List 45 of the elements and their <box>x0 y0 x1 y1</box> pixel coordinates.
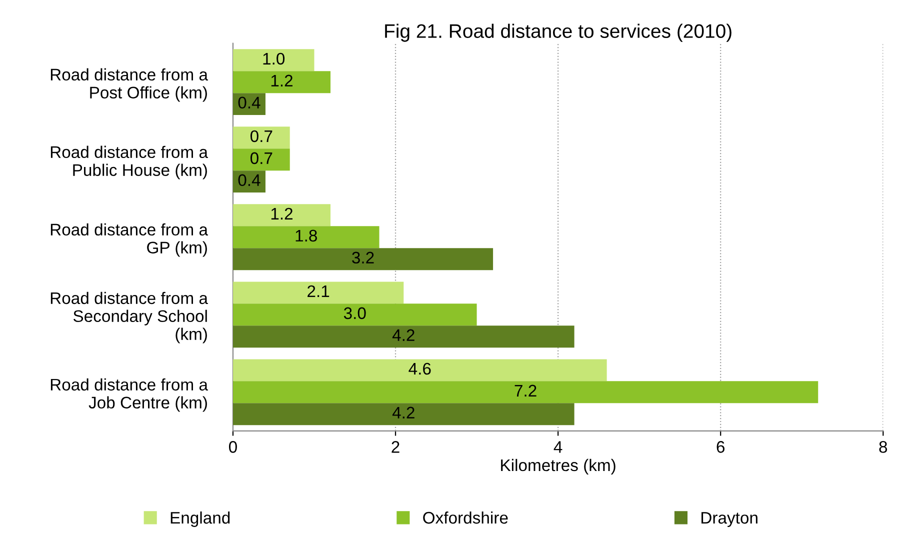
y-tick-label: Road distance from a Secondary School (km) <box>50 292 208 344</box>
data-label: 4.6 <box>408 362 431 375</box>
data-label: 2.1 <box>308 285 330 297</box>
bar <box>232 49 314 72</box>
data-label: 3.0 <box>344 307 366 320</box>
y-tick-label: Road distance from a Job Centre (km) <box>50 378 208 412</box>
y-tick-label: Road distance from a Public House (km) <box>50 146 208 180</box>
x-tick-label: 0 <box>228 441 237 453</box>
data-label: 1.0 <box>263 52 285 65</box>
legend-label: England <box>170 511 230 527</box>
x-tick-label: 8 <box>879 441 888 453</box>
legend-label: Drayton <box>702 512 758 527</box>
bar <box>232 403 574 426</box>
x-tick-label: 6 <box>716 441 724 453</box>
y-tick-label: Road distance from a GP (km) <box>50 223 208 257</box>
data-label: 7.2 <box>514 384 536 396</box>
x-tick-label: 4 <box>554 441 562 453</box>
data-label: 4.2 <box>392 329 414 341</box>
data-label: 0.4 <box>238 174 260 186</box>
bar <box>232 204 330 226</box>
bar <box>232 326 574 348</box>
bar <box>232 93 266 116</box>
bar <box>232 359 607 382</box>
bar <box>232 148 290 171</box>
bar <box>232 226 380 248</box>
data-label: 0.4 <box>238 96 260 109</box>
bar <box>232 170 266 193</box>
data-label: 3.2 <box>352 252 374 264</box>
x-tick-label: 2 <box>392 441 400 453</box>
bar <box>232 381 818 404</box>
chart-title: Fig 21. Road distance to services (2010) <box>385 24 732 42</box>
bar <box>232 248 494 270</box>
data-label: 4.2 <box>392 406 414 418</box>
data-label: 0.7 <box>250 152 272 164</box>
data-label: 1.2 <box>271 208 292 220</box>
bar <box>232 304 477 326</box>
data-label: 1.2 <box>271 74 292 86</box>
bar <box>232 71 330 94</box>
bar <box>232 126 290 149</box>
bar <box>232 282 404 304</box>
data-label: 0.7 <box>250 130 272 142</box>
x-axis-title: Kilometres (km) <box>501 458 616 474</box>
legend-label: Oxfordshire <box>423 511 508 524</box>
y-tick-label: Road distance from a Post Office (km) <box>50 68 208 102</box>
data-label: 1.8 <box>296 230 317 242</box>
